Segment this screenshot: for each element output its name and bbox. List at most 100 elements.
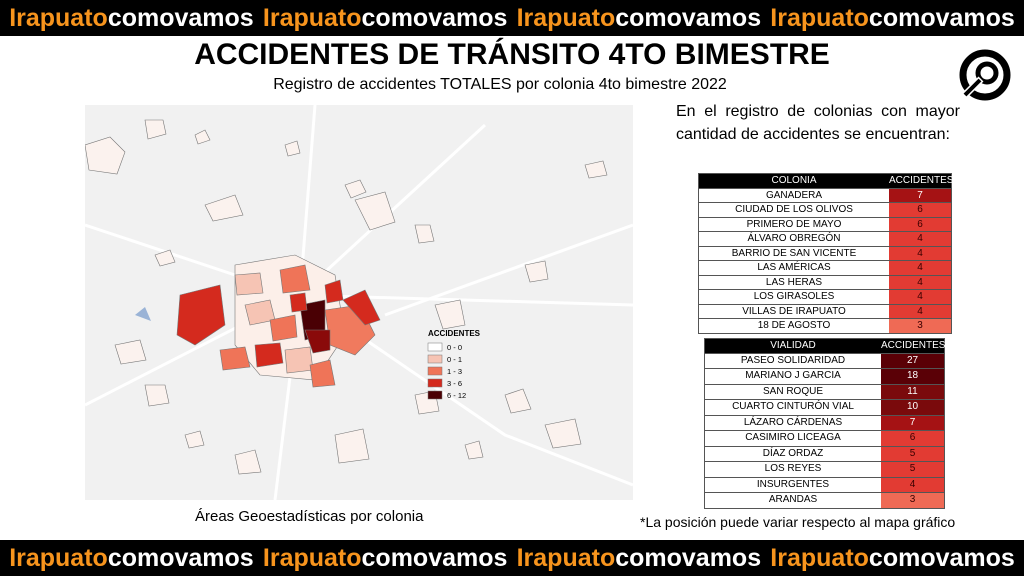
name-cell: MARIANO J GARCIA — [745, 370, 841, 381]
table-row: VILLAS DE IRAPUATO 4 — [699, 303, 951, 318]
table-row: CUARTO CINTURÓN VIAL 10 — [705, 399, 944, 415]
value-cell: 6 — [889, 217, 951, 231]
logo — [959, 49, 1011, 101]
brand-suffix: comovamos — [868, 543, 1015, 572]
table-row: ARANDAS 3 — [705, 492, 944, 508]
table-row: LAS HERAS 4 — [699, 274, 951, 289]
value-cell: 7 — [889, 188, 951, 202]
brand: Irapuato — [516, 543, 616, 572]
legend-label: 1 - 3 — [447, 367, 462, 376]
table-row: LÁZARO CÁRDENAS 7 — [705, 414, 944, 430]
name-cell: LAS HERAS — [765, 276, 823, 288]
table-header: COLONIA ACCIDENTES — [699, 174, 953, 188]
legend-label: 3 - 6 — [447, 379, 462, 388]
top-banner: Irapuatocomovamos Irapuatocomovamos Irapua… — [0, 0, 1024, 36]
value-cell: 4 — [889, 232, 951, 246]
table-row: CASIMIRO LICEAGA 6 — [705, 430, 944, 446]
brand: Irapuato — [516, 3, 616, 32]
name-cell: SAN ROQUE — [762, 385, 823, 397]
legend-swatch — [427, 378, 443, 388]
table-row: PASEO SOLIDARIDAD 27 — [705, 352, 944, 368]
table-row: MARIANO J GARCIA 18 — [705, 368, 944, 384]
brand: Irapuato — [262, 543, 362, 572]
table-row: LOS GIRASOLES 4 — [699, 289, 951, 304]
legend-label: 6 - 12 — [447, 391, 466, 400]
name-cell: CASIMIRO LICEAGA — [745, 432, 841, 443]
name-cell: ARANDAS — [768, 494, 818, 505]
map: ACCIDENTES 0 - 0 0 - 1 1 - 3 3 - 6 6 - 12 — [85, 105, 633, 500]
banner-logo: Irapuatocomovamos — [9, 4, 254, 33]
brand: Irapuato — [262, 3, 362, 32]
brand: Irapuato — [9, 543, 108, 572]
value-cell: 5 — [881, 462, 944, 477]
value-cell: 18 — [881, 369, 944, 384]
name-cell: CUARTO CINTURÓN VIAL — [732, 401, 854, 412]
name-cell: LAS AMÉRICAS — [757, 262, 831, 273]
bottom-banner: Irapuatocomovamos Irapuatocomovamos Irapua… — [0, 540, 1024, 576]
value-cell: 4 — [889, 290, 951, 304]
banner-logo: Irapuatocomovamos — [517, 544, 762, 573]
map-caption: Áreas Geoestadísticas por colonia — [195, 508, 424, 525]
value-cell: 10 — [881, 400, 944, 415]
legend: ACCIDENTES 0 - 0 0 - 1 1 - 3 3 - 6 6 - 12 — [427, 329, 481, 400]
footnote: *La posición puede variar respecto al ma… — [640, 514, 956, 530]
banner-logo: Irapuatocomovamos — [263, 544, 508, 573]
value-cell: 27 — [881, 353, 944, 368]
brand-suffix: comovamos — [615, 3, 762, 32]
name-cell: PRIMERO DE MAYO — [746, 218, 842, 230]
legend-swatch — [427, 342, 443, 352]
name-cell: CIUDAD DE LOS OLIVOS — [735, 204, 853, 215]
name-cell: LÁZARO CÁRDENAS — [743, 416, 843, 428]
name-cell: INSURGENTES — [756, 478, 830, 490]
name-cell: PASEO SOLIDARIDAD — [740, 354, 846, 366]
name-cell: GANADERA — [765, 189, 823, 201]
table-header: VIALIDAD ACCIDENTES — [705, 339, 946, 353]
value-cell: 4 — [881, 477, 944, 492]
table-row: ÁLVARO OBREGÓN 4 — [699, 231, 951, 246]
value-cell: 6 — [889, 203, 951, 217]
header-cell: COLONIA — [699, 174, 889, 188]
subtitle: Registro de accidentes TOTALES por colon… — [273, 76, 727, 93]
legend-swatch — [427, 354, 443, 364]
table-row: 18 DE AGOSTO 3 — [699, 318, 951, 333]
name-cell: 18 DE AGOSTO — [757, 320, 831, 331]
name-cell: ÁLVARO OBREGÓN — [747, 233, 841, 244]
banner-logo: Irapuatocomovamos — [9, 544, 254, 573]
table-row: PRIMERO DE MAYO 6 — [699, 216, 951, 231]
legend-title: ACCIDENTES — [428, 329, 481, 338]
value-cell: 3 — [881, 493, 944, 508]
value-cell: 4 — [889, 275, 951, 289]
banner-logo: Irapuatocomovamos — [517, 4, 762, 33]
legend-label: 0 - 1 — [447, 355, 462, 364]
banner-logo: Irapuatocomovamos — [263, 4, 508, 33]
name-cell: BARRIO DE SAN VICENTE — [731, 247, 857, 259]
intro-text: En el registro de colonias con mayor can… — [676, 103, 960, 143]
name-cell: LOS GIRASOLES — [753, 291, 835, 302]
header-cell: ACCIDENTES — [881, 339, 946, 353]
table-row: BARRIO DE SAN VICENTE 4 — [699, 245, 951, 260]
brand-suffix: comovamos — [361, 543, 508, 572]
value-cell: 3 — [889, 319, 951, 333]
brand-suffix: comovamos — [868, 3, 1015, 32]
brand: Irapuato — [770, 543, 869, 572]
name-cell: VILLAS DE IRAPUATO — [742, 305, 846, 317]
brand: Irapuato — [770, 3, 869, 32]
table-row: SAN ROQUE 11 — [705, 383, 944, 399]
table-row: DÍAZ ORDAZ 5 — [705, 445, 944, 461]
value-cell: 4 — [889, 304, 951, 318]
value-cell: 7 — [881, 415, 944, 430]
brand-suffix: comovamos — [107, 543, 254, 572]
table-row: CIUDAD DE LOS OLIVOS 6 — [699, 202, 951, 217]
name-cell: DÍAZ ORDAZ — [762, 447, 824, 459]
legend-label: 0 - 0 — [447, 343, 462, 352]
brand-suffix: comovamos — [615, 543, 762, 572]
brand-suffix: comovamos — [107, 3, 254, 32]
banner-logo: Irapuatocomovamos — [770, 544, 1015, 573]
header-cell: VIALIDAD — [705, 339, 881, 353]
vialidades-table: VIALIDAD ACCIDENTES PASEO SOLIDARIDAD 27 MAR… — [704, 338, 945, 509]
legend-swatch — [427, 366, 443, 376]
value-cell: 6 — [881, 431, 944, 446]
title: ACCIDENTES DE TRÁNSITO 4TO BIMESTRE — [194, 38, 830, 71]
banner-logo: Irapuatocomovamos — [770, 4, 1015, 33]
brand: Irapuato — [9, 3, 108, 32]
